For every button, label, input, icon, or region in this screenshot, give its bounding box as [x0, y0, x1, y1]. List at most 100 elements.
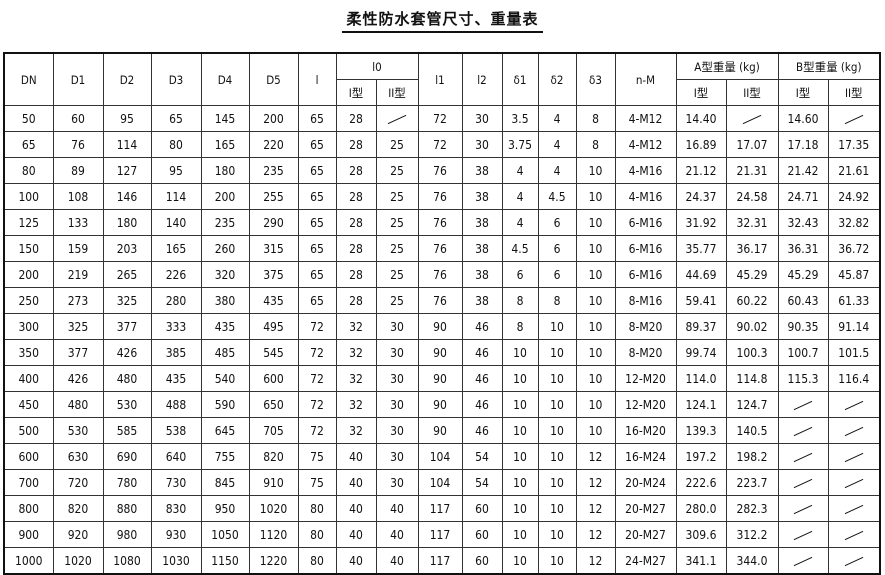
- table-cell: 315: [248, 235, 299, 262]
- table-cell: 17.35: [827, 131, 881, 158]
- table-cell: 226: [150, 261, 202, 288]
- table-cell: 76: [417, 287, 463, 314]
- table-cell: 290: [248, 209, 299, 236]
- table-row: 1000 1020 1080 1030 1150 1220 80 40 40 117 60 10 10 1…: [3, 547, 881, 575]
- table-cell: 235: [248, 157, 299, 184]
- table-cell: 72: [417, 105, 463, 132]
- table-cell: 600: [3, 443, 54, 470]
- table-cell: 10: [575, 235, 616, 262]
- table-cell: 24.58: [725, 183, 779, 210]
- table-cell: 16-M20: [614, 417, 677, 444]
- table-cell: 910: [248, 469, 299, 496]
- table-cell: 100.7: [777, 339, 829, 366]
- table-cell: 72: [297, 313, 337, 340]
- table-cell: 480: [102, 365, 152, 392]
- table-cell: 198.2: [725, 443, 779, 470]
- table-cell: 32: [335, 417, 377, 444]
- table-row: 65 76 114 80 165 220 65 28 25 72 30 3.75 4 8 4-M12 16.8…: [3, 131, 881, 158]
- table-cell: 10: [501, 521, 539, 548]
- table-row: 200 219 265 226 320 375 65 28 25 76 38 6 6 10 6-M16 44.…: [3, 261, 881, 288]
- table-cell: 60.43: [777, 287, 829, 314]
- table-cell: 21.42: [777, 157, 829, 184]
- table-cell: 140: [150, 209, 202, 236]
- table-row: 150 159 203 165 260 315 65 28 25 76 38 4.5 6 10 6-M16 3…: [3, 235, 881, 262]
- header-d1: D1: [52, 52, 104, 106]
- table-cell: 30: [375, 443, 419, 470]
- header-l0-type-ii: II型: [375, 79, 419, 106]
- table-cell: 32: [335, 391, 377, 418]
- header-d3: D3: [150, 52, 202, 106]
- table-cell: 10: [575, 313, 616, 340]
- table-cell: 76: [417, 235, 463, 262]
- table-cell: 150: [3, 235, 54, 262]
- table-cell: 235: [200, 209, 250, 236]
- table-cell: 30: [461, 105, 503, 132]
- table-cell: 10: [501, 365, 539, 392]
- header-d2: D2: [102, 52, 152, 106]
- table-cell: 65: [297, 105, 337, 132]
- table-cell: 4: [537, 131, 577, 158]
- table-cell: 630: [52, 443, 104, 470]
- table-cell: 6: [501, 261, 539, 288]
- table-cell: 309.6: [675, 521, 727, 548]
- table-cell: [777, 391, 829, 418]
- table-cell: 114.0: [675, 365, 727, 392]
- table-cell: 820: [52, 495, 104, 522]
- table-cell: 10: [575, 287, 616, 314]
- table-cell: 25: [375, 157, 419, 184]
- table-cell: 90: [417, 313, 463, 340]
- table-cell: 12-M20: [614, 391, 677, 418]
- table-cell: 65: [297, 183, 337, 210]
- table-cell: 24-M27: [614, 547, 677, 575]
- table-cell: 60: [52, 105, 104, 132]
- table-row: 800 820 880 830 950 1020 80 40 40 117 60 10 10 12 20-M…: [3, 495, 881, 522]
- header-l0-type-i: I型: [335, 79, 377, 106]
- table-cell: 4.5: [501, 235, 539, 262]
- header-a-type-ii: II型: [725, 79, 779, 106]
- table-cell: 800: [3, 495, 54, 522]
- table-title: 柔性防水套管尺寸、重量表: [0, 8, 885, 33]
- table-cell: 28: [335, 235, 377, 262]
- header-delta3: δ3: [575, 52, 616, 106]
- table-cell: 115.3: [777, 365, 829, 392]
- table-cell: 375: [248, 261, 299, 288]
- table-cell: 325: [52, 313, 104, 340]
- table-cell: 20-M27: [614, 495, 677, 522]
- table-cell: 645: [200, 417, 250, 444]
- table-cell: 6-M16: [614, 261, 677, 288]
- table-cell: 265: [102, 261, 152, 288]
- table-cell: 54: [461, 443, 503, 470]
- table-cell: 140.5: [725, 417, 779, 444]
- not-applicable-slash: [742, 114, 762, 124]
- table-row: 250 273 325 280 380 435 65 28 25 76 38 8 8 10 8-M16 59.…: [3, 287, 881, 314]
- table-cell: 730: [150, 469, 202, 496]
- table-cell: 6: [537, 209, 577, 236]
- table-cell: 1220: [248, 547, 299, 575]
- not-applicable-slash: [844, 426, 864, 436]
- table-cell: 280.0: [675, 495, 727, 522]
- table-cell: 59.41: [675, 287, 727, 314]
- table-cell: 46: [461, 339, 503, 366]
- table-cell: 585: [102, 417, 152, 444]
- table-cell: 16-M24: [614, 443, 677, 470]
- header-dn: DN: [3, 52, 54, 106]
- table-cell: 1120: [248, 521, 299, 548]
- table-cell: 8: [575, 105, 616, 132]
- table-cell: 480: [52, 391, 104, 418]
- table-cell: 80: [297, 495, 337, 522]
- table-cell: 76: [417, 157, 463, 184]
- header-d4: D4: [200, 52, 250, 106]
- table-cell: 65: [297, 157, 337, 184]
- table-cell: 90.35: [777, 313, 829, 340]
- table-cell: 1150: [200, 547, 250, 575]
- table-cell: 12: [575, 443, 616, 470]
- table-cell: 197.2: [675, 443, 727, 470]
- table-cell: 203: [102, 235, 152, 262]
- table-cell: 10: [575, 209, 616, 236]
- table-cell: 40: [335, 495, 377, 522]
- table-cell: 8-M16: [614, 287, 677, 314]
- table-cell: 488: [150, 391, 202, 418]
- table-cell: 40: [375, 521, 419, 548]
- table-cell: 40: [335, 547, 377, 575]
- table-row: 100 108 146 114 200 255 65 28 25 76 38 4 4.5 10 4-M16 2…: [3, 183, 881, 210]
